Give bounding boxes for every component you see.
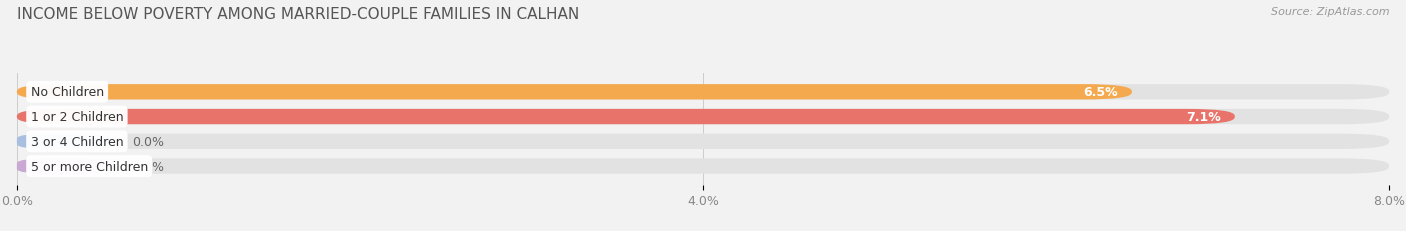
FancyBboxPatch shape <box>17 109 1234 125</box>
Text: 6.5%: 6.5% <box>1084 86 1118 99</box>
Text: INCOME BELOW POVERTY AMONG MARRIED-COUPLE FAMILIES IN CALHAN: INCOME BELOW POVERTY AMONG MARRIED-COUPL… <box>17 7 579 22</box>
Text: Source: ZipAtlas.com: Source: ZipAtlas.com <box>1271 7 1389 17</box>
Text: 3 or 4 Children: 3 or 4 Children <box>31 135 124 148</box>
FancyBboxPatch shape <box>17 134 111 149</box>
Text: 1 or 2 Children: 1 or 2 Children <box>31 111 124 124</box>
Text: No Children: No Children <box>31 86 104 99</box>
FancyBboxPatch shape <box>17 109 1389 125</box>
Text: 5 or more Children: 5 or more Children <box>31 160 148 173</box>
FancyBboxPatch shape <box>17 85 1132 100</box>
Text: 0.0%: 0.0% <box>132 160 163 173</box>
FancyBboxPatch shape <box>17 85 1389 100</box>
Text: 7.1%: 7.1% <box>1187 111 1220 124</box>
FancyBboxPatch shape <box>17 134 1389 149</box>
FancyBboxPatch shape <box>17 159 111 174</box>
FancyBboxPatch shape <box>17 159 1389 174</box>
Text: 0.0%: 0.0% <box>132 135 163 148</box>
